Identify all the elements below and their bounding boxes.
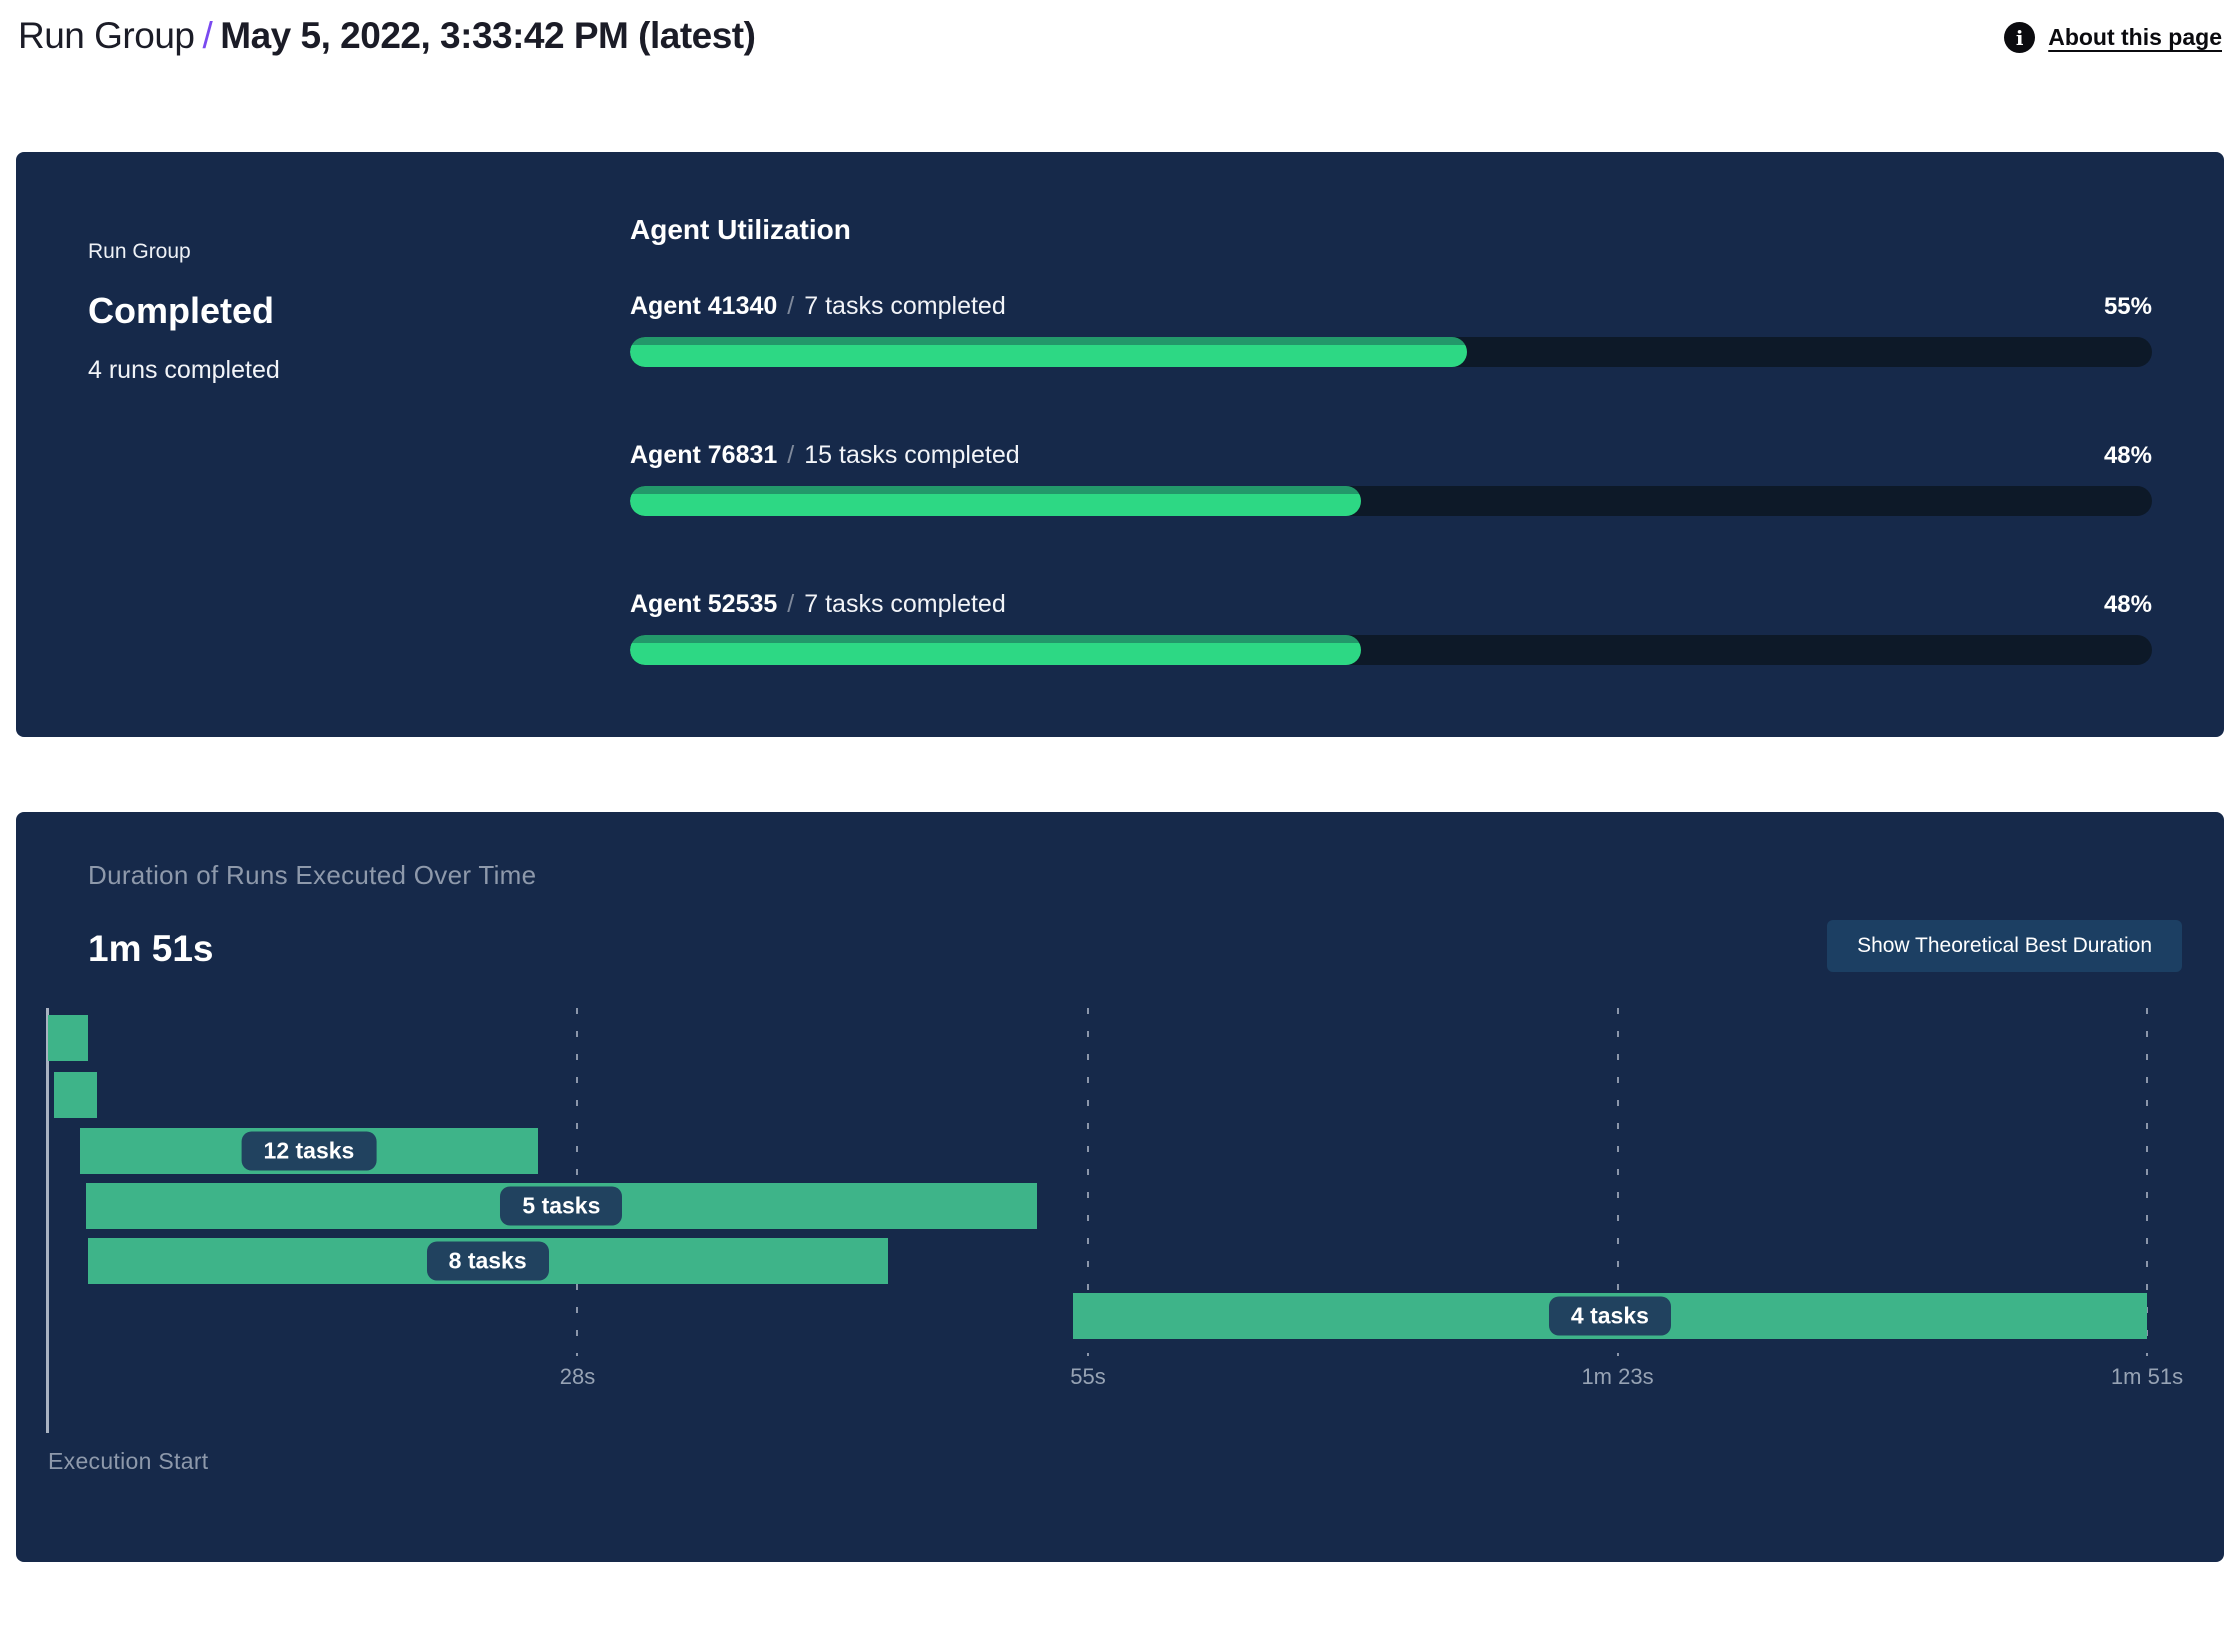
run-bar-8-tasks[interactable]: 8 tasks xyxy=(87,1238,888,1284)
breadcrumb-current-run: May 5, 2022, 3:33:42 PM (latest) xyxy=(220,15,756,56)
agent-utilization-percent: 55% xyxy=(2103,293,2152,320)
gridline-1m23s xyxy=(1616,1008,1619,1356)
about-link-label: About this page xyxy=(2048,24,2222,50)
agent-name-label: Agent 76831 xyxy=(630,441,778,469)
run-bar-task-count-label: 12 tasks xyxy=(241,1131,377,1171)
run-bar-5-tasks[interactable]: 5 tasks xyxy=(85,1183,1037,1229)
run-group-summary-panel: Run Group Completed 4 runs completed Age… xyxy=(16,152,2224,737)
agent-rows: Agent 41340 / 7 tasks completed 55% Agent 76… xyxy=(630,292,2152,665)
show-theoretical-best-duration-button[interactable]: Show Theoretical Best Duration xyxy=(1827,920,2182,972)
agent-utilization-bar-fill xyxy=(630,635,1361,665)
gridline-1m51s xyxy=(2146,1008,2148,1356)
breadcrumb-separator: / xyxy=(202,15,213,56)
agent-tasks-completed-label: 7 tasks completed xyxy=(804,590,1006,618)
agent-utilization-title: Agent Utilization xyxy=(630,214,851,245)
run-bar-task-count-label: 4 tasks xyxy=(1548,1296,1671,1336)
summary-label: Run Group xyxy=(88,240,191,263)
agent-utilization-section: Agent Utilization Agent 41340 / 7 tasks co… xyxy=(630,214,2152,739)
agent-tasks-completed-label: 15 tasks completed xyxy=(804,441,1020,469)
run-group-summary: Run Group Completed 4 runs completed xyxy=(88,240,280,385)
axis-tick-label: 28s xyxy=(559,1364,596,1389)
breadcrumb-run-group[interactable]: Run Group xyxy=(18,15,195,56)
gridline-55s xyxy=(1087,1008,1090,1356)
agent-label-separator: / xyxy=(787,590,795,618)
agent-utilization-percent: 48% xyxy=(2103,442,2152,469)
gantt-chart: 28s 55s 1m 23s 1m 51s 12 tasks 5 tasks 8 task… xyxy=(46,1008,2183,1488)
run-bar[interactable] xyxy=(53,1072,98,1118)
run-bar-4-tasks[interactable]: 4 tasks xyxy=(1072,1293,2147,1339)
agent-utilization-bar-fill xyxy=(630,486,1361,516)
status-value: Completed xyxy=(88,290,275,331)
agent-tasks-completed-label: 7 tasks completed xyxy=(804,292,1006,320)
run-bar-task-count-label: 5 tasks xyxy=(500,1186,623,1226)
duration-chart-panel: Duration of Runs Executed Over Time 1m 5… xyxy=(16,812,2224,1562)
run-bar[interactable] xyxy=(48,1015,88,1061)
agent-utilization-row: Agent 41340 / 7 tasks completed 55% xyxy=(630,292,2152,367)
agent-utilization-bar xyxy=(630,337,2152,367)
agent-utilization-bar xyxy=(630,635,2152,665)
duration-chart-title: Duration of Runs Executed Over Time xyxy=(88,860,537,890)
agent-name-label: Agent 41340 xyxy=(630,292,778,320)
about-this-page-link[interactable]: i About this page xyxy=(2004,22,2222,53)
execution-start-axis-line xyxy=(46,1008,49,1433)
agent-name-label: Agent 52535 xyxy=(630,590,778,618)
agent-utilization-bar xyxy=(630,486,2152,516)
gridline-28s xyxy=(576,1008,579,1356)
agent-label-separator: / xyxy=(787,441,795,469)
run-bar-task-count-label: 8 tasks xyxy=(426,1241,549,1281)
execution-start-label: Execution Start xyxy=(48,1448,209,1474)
run-bar-12-tasks[interactable]: 12 tasks xyxy=(80,1128,538,1174)
page-title: Run Group / May 5, 2022, 3:33:42 PM (lates… xyxy=(18,10,756,62)
agent-utilization-row: Agent 76831 / 15 tasks completed 48% xyxy=(630,441,2152,516)
runs-completed-count: 4 runs completed xyxy=(88,356,280,384)
agent-utilization-row: Agent 52535 / 7 tasks completed 48% xyxy=(630,590,2152,665)
axis-tick-label: 55s xyxy=(1070,1364,1106,1389)
info-icon: i xyxy=(2004,22,2036,53)
agent-label-separator: / xyxy=(787,292,795,320)
agent-utilization-percent: 48% xyxy=(2103,591,2152,618)
axis-tick-label: 1m 51s xyxy=(2110,1364,2184,1389)
axis-tick-label: 1m 23s xyxy=(1581,1364,1654,1389)
total-duration-value: 1m 51s xyxy=(88,928,214,969)
agent-utilization-bar-fill xyxy=(630,337,1468,367)
